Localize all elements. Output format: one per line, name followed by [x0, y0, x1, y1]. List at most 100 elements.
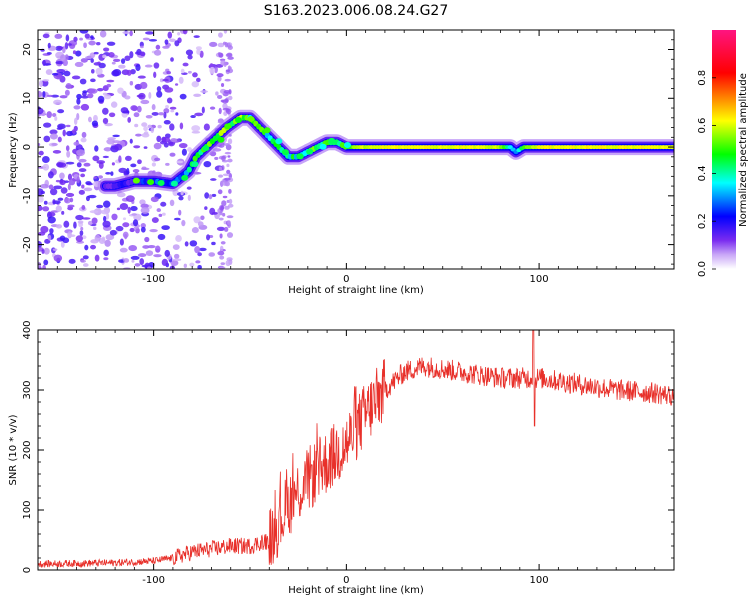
- noise-speck: [225, 260, 231, 267]
- noise-speck: [38, 196, 44, 203]
- noise-speck: [42, 91, 46, 98]
- spectrogram-ytick-label: 0: [22, 144, 33, 150]
- colorbar-tick-label: 0.2: [697, 213, 708, 229]
- spectrogram-xtick-label: -100: [142, 274, 165, 285]
- spectrogram-ytick-label: 10: [22, 92, 33, 105]
- snr-ytick-label: 100: [22, 500, 33, 519]
- noise-speck: [90, 239, 99, 244]
- noise-speck: [103, 47, 110, 52]
- noise-speck: [141, 132, 150, 138]
- noise-speck: [153, 254, 162, 258]
- noise-speck: [226, 232, 234, 238]
- colorbar-tick-label: 0.8: [697, 70, 708, 86]
- noise-speck: [198, 247, 207, 252]
- noise-speck: [179, 122, 184, 130]
- noise-speck: [227, 155, 231, 158]
- noise-speck: [224, 177, 231, 181]
- snr-xlabel: Height of straight line (km): [288, 585, 424, 596]
- noise-speck: [118, 167, 127, 174]
- spectrogram-xtick-label: 100: [530, 274, 549, 285]
- spectrogram-frame: [37, 29, 675, 270]
- noise-speck: [151, 217, 159, 223]
- noise-speck: [119, 203, 129, 211]
- noise-speck: [154, 157, 161, 162]
- noise-speck: [82, 90, 88, 94]
- noise-speck: [71, 129, 76, 135]
- colorbar-tick-label: 0.6: [697, 118, 708, 134]
- noise-speck: [187, 194, 191, 201]
- noise-speck: [38, 150, 44, 156]
- noise-speck: [150, 127, 155, 134]
- noise-speck: [80, 58, 88, 63]
- noise-speck: [112, 140, 121, 144]
- noise-speck: [159, 78, 164, 83]
- noise-speck: [79, 78, 87, 85]
- noise-speck: [75, 235, 83, 243]
- noise-speck: [156, 90, 163, 98]
- noise-speck: [161, 258, 169, 266]
- noise-speck: [183, 263, 188, 269]
- noise-speck: [153, 142, 162, 150]
- noise-speck: [102, 220, 111, 228]
- noise-speck: [139, 199, 146, 205]
- noise-speck: [166, 97, 173, 104]
- noise-speck: [122, 31, 131, 35]
- spectrogram-xtick-label: 0: [343, 274, 349, 285]
- noise-speck: [178, 76, 184, 84]
- noise-speck: [59, 235, 66, 241]
- noise-speck: [81, 204, 86, 211]
- noise-speck: [200, 90, 208, 93]
- noise-speck: [89, 210, 99, 214]
- noise-speck: [49, 133, 58, 140]
- noise-speck: [39, 80, 44, 88]
- noise-speck: [79, 230, 84, 236]
- spectrogram-ytick-label: -10: [22, 188, 33, 204]
- ridge-hotspot: [157, 179, 165, 186]
- noise-speck: [228, 198, 233, 205]
- noise-speck: [130, 206, 138, 212]
- noise-speck: [46, 52, 52, 55]
- noise-speck: [83, 162, 91, 167]
- noise-speck: [87, 194, 97, 199]
- noise-speck: [105, 172, 111, 175]
- noise-speck: [90, 78, 96, 83]
- ridge-hotspot: [224, 123, 232, 130]
- noise-speck: [43, 122, 52, 128]
- noise-speck: [227, 138, 233, 145]
- noise-speck: [43, 259, 49, 266]
- noise-speck: [122, 231, 129, 239]
- noise-speck: [143, 126, 148, 132]
- noise-speck: [185, 49, 194, 56]
- noise-speck: [172, 244, 180, 250]
- noise-speck: [119, 247, 128, 253]
- noise-speck: [224, 181, 231, 187]
- noise-speck: [73, 221, 77, 229]
- ridge-hotspot: [132, 177, 140, 184]
- noise-speck: [42, 163, 50, 171]
- noise-speck: [130, 255, 140, 260]
- noise-speck: [52, 199, 56, 205]
- colorbar-tick-label: 0.4: [697, 165, 708, 181]
- noise-speck: [111, 61, 116, 65]
- noise-speck: [131, 105, 138, 112]
- noise-speck: [110, 171, 114, 176]
- ridge-hotspot: [217, 136, 225, 143]
- noise-speck: [147, 124, 152, 129]
- noise-speck: [108, 112, 116, 118]
- noise-speck: [95, 67, 103, 75]
- noise-speck: [197, 264, 202, 269]
- noise-speck: [157, 233, 166, 241]
- noise-speck: [226, 169, 231, 174]
- noise-speck: [170, 137, 178, 143]
- noise-speck: [134, 123, 139, 128]
- noise-speck: [102, 54, 107, 59]
- noise-speck: [53, 99, 62, 105]
- noise-speck: [156, 86, 162, 92]
- noise-speck: [209, 207, 216, 216]
- noise-speck: [161, 225, 170, 231]
- ridge-hotspot: [170, 180, 178, 187]
- noise-speck: [153, 71, 157, 78]
- noise-speck: [181, 148, 187, 156]
- noise-speck: [209, 106, 216, 110]
- noise-speck: [132, 169, 140, 173]
